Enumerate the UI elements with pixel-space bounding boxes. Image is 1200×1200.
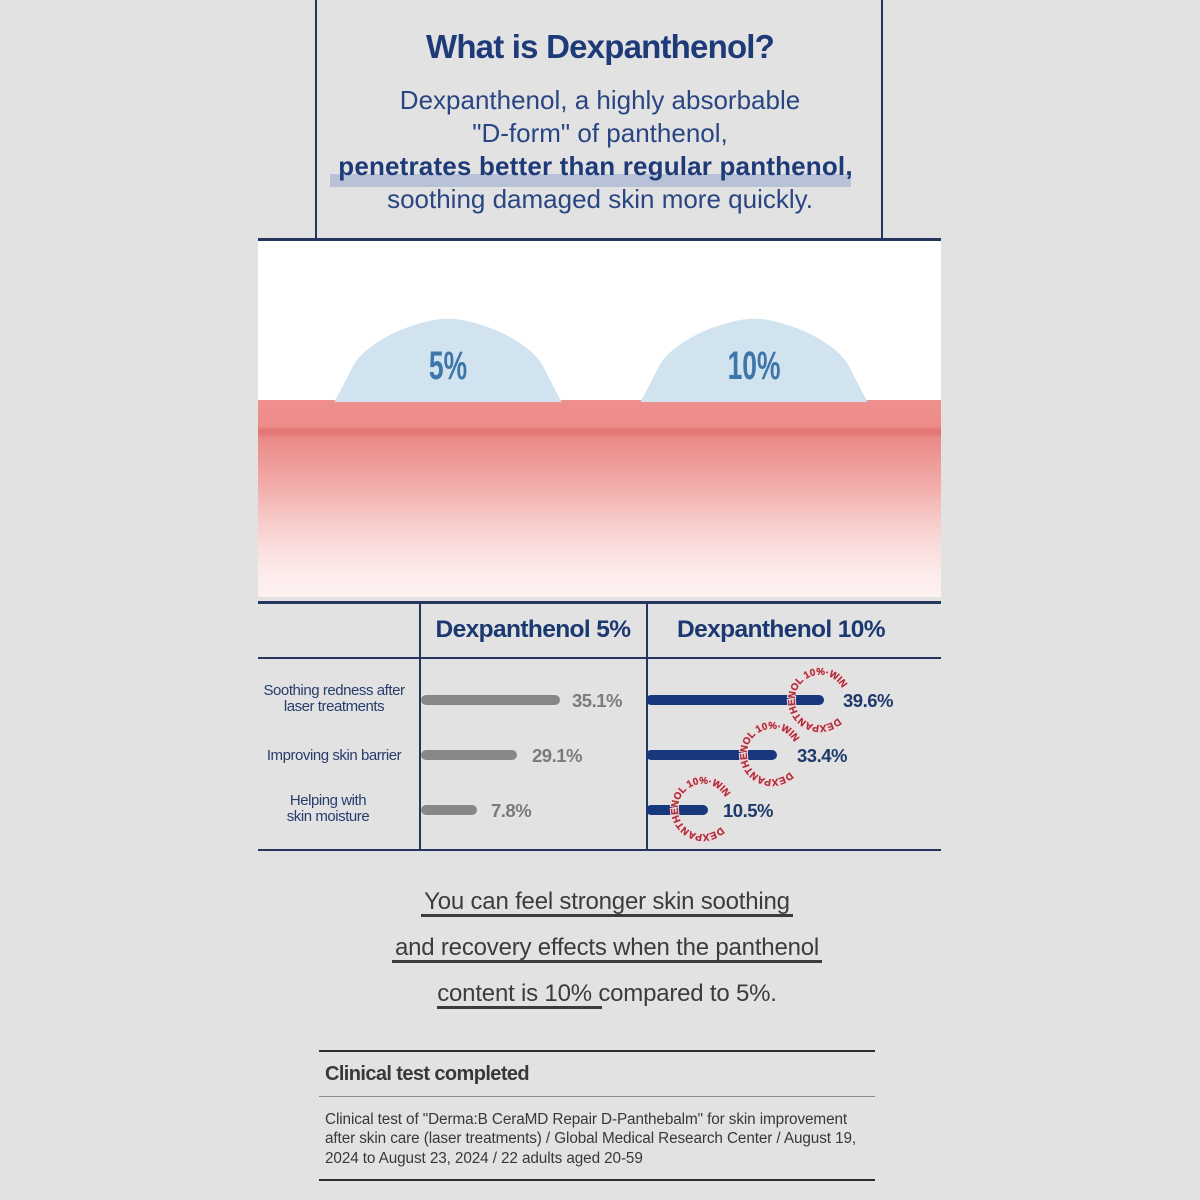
- svg-text:DEXPANTHENOL 10%·WIN: DEXPANTHENOL 10%·WIN: [739, 721, 801, 788]
- svg-text:DEXPANTHENOL 10%·WIN: DEXPANTHENOL 10%·WIN: [670, 776, 732, 843]
